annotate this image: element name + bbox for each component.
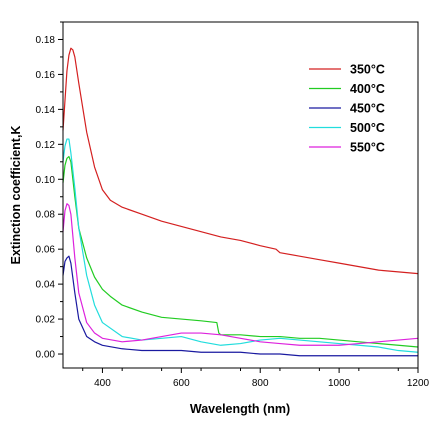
y-tick-label: 0.08 — [36, 210, 56, 221]
legend: 350°C 400°C 450°C 500°C 550°C — [309, 63, 385, 155]
y-axis-title: Extinction coefficient,K — [9, 126, 23, 265]
series-line-4 — [62, 138, 419, 353]
series-line-5 — [62, 203, 419, 346]
y-tick-label: 0.00 — [36, 350, 56, 361]
series-line-2 — [62, 155, 419, 348]
y-tick-label: 0.04 — [36, 280, 56, 291]
y-tick-label: 0.18 — [36, 35, 56, 46]
x-tick-label: 600 — [173, 378, 190, 389]
y-tick-label: 0.06 — [36, 245, 56, 256]
legend-label: 400°C — [350, 82, 385, 96]
y-tick-label: 0.12 — [36, 140, 56, 151]
legend-label: 550°C — [350, 141, 385, 155]
series-line-3 — [62, 255, 418, 357]
series-line-1 — [62, 47, 419, 275]
plot-frame — [62, 21, 419, 369]
y-tick-label: 0.14 — [36, 105, 56, 116]
legend-label: 350°C — [350, 63, 385, 77]
x-tick-label: 1000 — [328, 378, 351, 389]
legend-label: 500°C — [350, 121, 385, 135]
y-tick-label: 0.02 — [36, 315, 56, 326]
x-axis-title: Wavelength (nm) — [190, 402, 290, 416]
y-tick-label: 0.16 — [36, 70, 56, 81]
y-tick-label: 0.10 — [36, 175, 56, 186]
x-tick-label: 800 — [252, 378, 269, 389]
legend-label: 450°C — [350, 102, 385, 116]
x-tick-label: 400 — [94, 378, 111, 389]
ticks: 400 600 800 1000 1200 0.00 0.02 0.04 0.06 0.08 0.1… — [36, 21, 430, 389]
x-tick-label: 1200 — [407, 378, 430, 389]
series-lines — [62, 47, 419, 357]
